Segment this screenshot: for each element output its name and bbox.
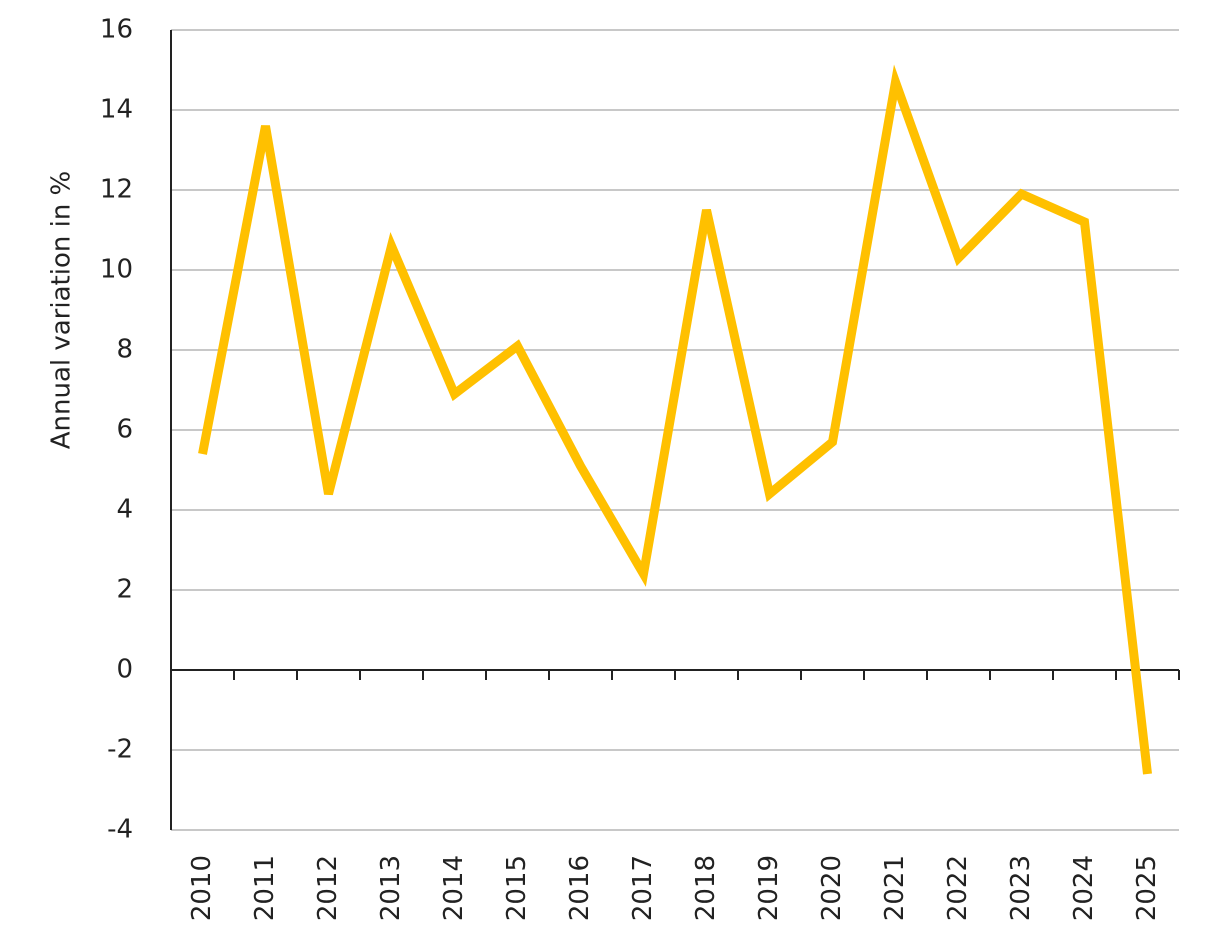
x-tick-label: 2011 (250, 855, 280, 921)
x-tick-label: 2015 (502, 855, 532, 921)
y-tick-label: -4 (107, 815, 133, 845)
x-tick-label: 2021 (880, 855, 910, 921)
y-tick-label: 4 (116, 495, 133, 525)
y-tick-label: -2 (107, 735, 133, 765)
y-tick-label: 12 (100, 175, 133, 205)
y-tick-label: 10 (100, 255, 133, 285)
x-tick-label: 2019 (754, 855, 784, 921)
y-tick-label: 16 (100, 15, 133, 45)
y-axis-label: Annual variation in % (47, 171, 77, 450)
data-line (198, 64, 1152, 775)
y-tick-label: 14 (100, 95, 133, 125)
y-tick-label: 8 (116, 335, 133, 365)
x-tick-label: 2022 (943, 855, 973, 921)
x-tick-label: 2013 (376, 855, 406, 921)
y-tick-label: 6 (116, 415, 133, 445)
x-tick-label: 2024 (1069, 855, 1099, 921)
x-tick-label: 2012 (313, 855, 343, 921)
x-tick-label: 2018 (691, 855, 721, 921)
y-tick-label: 2 (116, 575, 133, 605)
x-tick-label: 2020 (817, 855, 847, 921)
y-tick-label: 0 (116, 655, 133, 685)
x-tick-label: 2014 (439, 855, 469, 921)
x-tick-label: 2010 (187, 855, 217, 921)
x-tick-label: 2017 (628, 855, 658, 921)
x-tick-label: 2016 (565, 855, 595, 921)
x-tick-label: 2025 (1132, 855, 1162, 921)
x-tick-label: 2023 (1006, 855, 1036, 921)
